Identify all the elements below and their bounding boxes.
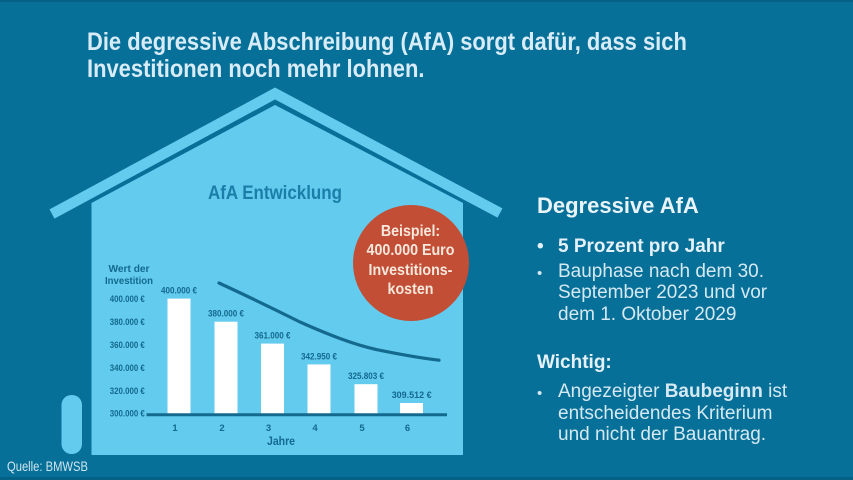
svg-text:Wert der: Wert der [109,263,150,275]
svg-text:309.512 €: 309.512 € [392,390,432,400]
svg-text:Investition: Investition [105,275,153,287]
svg-text:6: 6 [405,423,410,434]
svg-text:3: 3 [266,423,271,434]
svg-text:320.000 €: 320.000 € [110,386,146,397]
svg-text:340.000 €: 340.000 € [110,363,146,374]
svg-text:325.803 €: 325.803 € [348,371,384,381]
svg-text:380.000 €: 380.000 € [208,309,244,319]
svg-text:2: 2 [219,423,224,434]
svg-text:1: 1 [172,423,178,434]
svg-text:400.000 €: 400.000 € [110,294,146,305]
svg-text:342.950 €: 342.950 € [301,351,337,361]
svg-text:360.000 €: 360.000 € [110,340,146,351]
svg-text:4: 4 [312,423,318,434]
svg-text:361.000 €: 361.000 € [255,331,291,341]
svg-text:5: 5 [359,423,365,434]
svg-text:Jahre: Jahre [267,436,295,448]
svg-text:400.000 €: 400.000 € [161,286,197,296]
svg-text:380.000 €: 380.000 € [110,317,146,328]
svg-text:AfA Entwicklung: AfA Entwicklung [208,183,342,204]
svg-text:300.000 €: 300.000 € [110,408,146,419]
